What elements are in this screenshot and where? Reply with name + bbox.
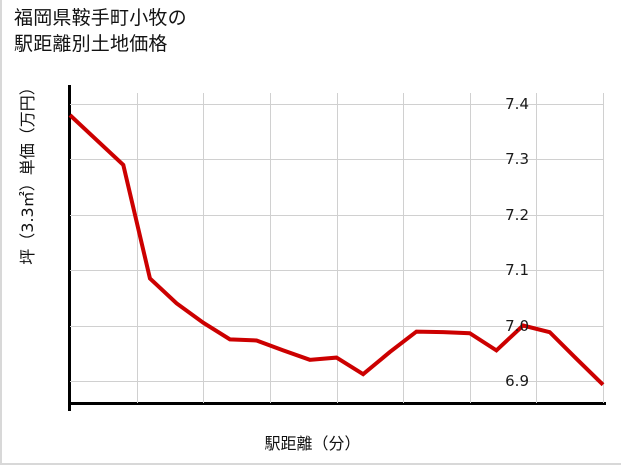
- y-tick-label: 6.9: [505, 371, 529, 390]
- x-axis-line: [68, 402, 606, 405]
- gridline-vertical: [536, 93, 538, 403]
- plot-area: 6.97.07.17.27.37.4 0.02.55.07.510.012.51…: [68, 85, 606, 411]
- x-axis-label: 駅距離（分）: [264, 434, 361, 453]
- chart-title: 福岡県鞍手町小牧の 駅距離別土地価格: [14, 7, 187, 55]
- gridline-vertical: [203, 93, 205, 403]
- y-tick-label: 7.2: [505, 205, 529, 224]
- gridline-vertical: [603, 93, 604, 403]
- y-axis-label: 坪（3.3㎡）単価（万円）: [18, 79, 37, 265]
- gridline-vertical: [136, 93, 138, 403]
- y-tick-label: 7.3: [505, 150, 529, 169]
- y-tick-label: 7.0: [505, 316, 529, 335]
- gridline-vertical: [336, 93, 338, 403]
- y-tick-label: 7.1: [505, 261, 529, 280]
- gridline-vertical: [403, 93, 405, 403]
- data-series-line: [68, 113, 605, 387]
- gridline-vertical: [469, 93, 471, 403]
- gridline-vertical: [269, 93, 271, 403]
- y-axis-line: [68, 85, 71, 411]
- y-tick-label: 7.4: [505, 95, 529, 114]
